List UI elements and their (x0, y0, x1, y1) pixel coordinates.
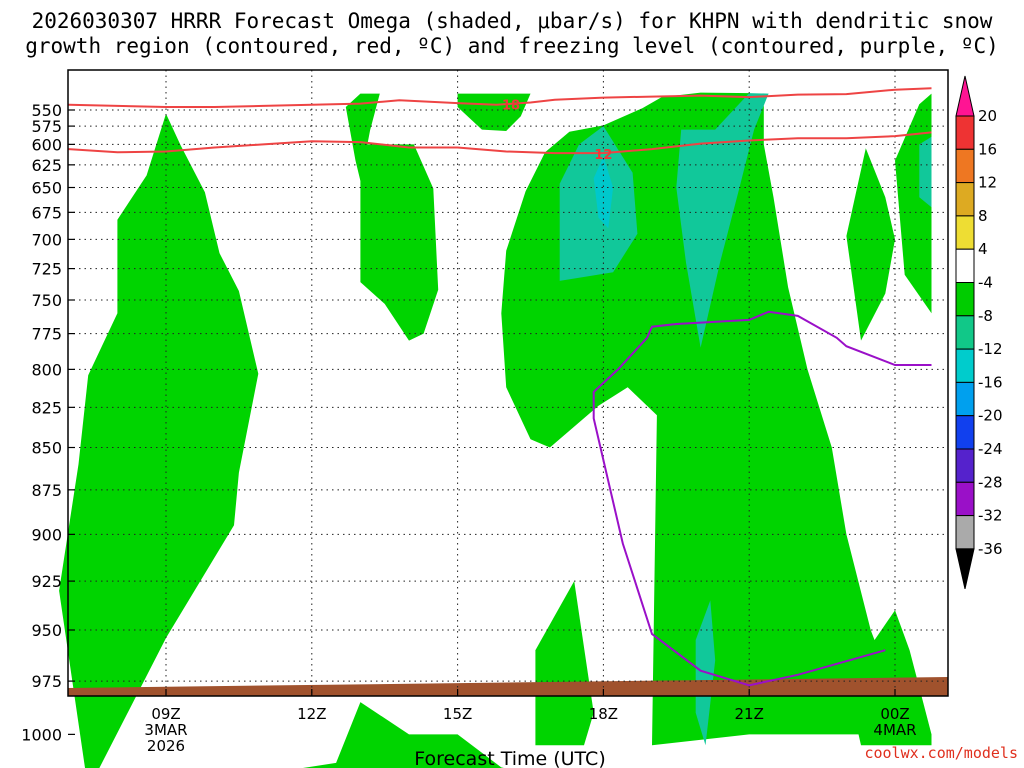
y-tick-label-825: 825 (31, 398, 62, 417)
x-tick-label-21-0: 21Z (735, 705, 764, 723)
x-tick-label-15-0: 15Z (443, 705, 472, 723)
colorbar-label-0: 20 (978, 107, 997, 125)
omega-region-weak-2 (345, 93, 380, 181)
colorbar-label-5: -4 (978, 274, 993, 292)
chart-title-line1: 2026030307 HRRR Forecast Omega (shaded, … (32, 9, 993, 33)
colorbar-segment-10 (955, 415, 975, 450)
y-tick-label-1000: 1000 (21, 725, 62, 744)
colorbar-bottom-arrow (955, 548, 975, 590)
omega-shading (59, 92, 932, 768)
colorbar-segment-5 (955, 248, 975, 283)
y-tick-label-550: 550 (31, 101, 62, 120)
omega-region-weak-1 (360, 144, 439, 341)
colorbar-segment-12 (955, 481, 975, 517)
colorbar-label-3: 8 (978, 207, 988, 225)
contour-label-0: 18 (502, 99, 520, 114)
y-tick-label-650: 650 (31, 179, 62, 198)
ground-terrain (68, 677, 948, 696)
colorbar-segment-3 (955, 182, 975, 217)
y-tick-label-775: 775 (31, 325, 62, 344)
y-tick-label-925: 925 (31, 572, 62, 591)
x-tick-label-9-0: 09Z (151, 705, 180, 723)
colorbar-segment-11 (955, 448, 975, 483)
x-tick-label-24-1: 4MAR (873, 721, 916, 739)
x-axis-label: Forecast Time (UTC) (414, 748, 605, 768)
colorbar-label-1: 16 (978, 140, 997, 158)
y-tick-label-950: 950 (31, 621, 62, 640)
y-tick-label-875: 875 (31, 481, 62, 500)
ground-layer (68, 677, 948, 696)
y-tick-label-975: 975 (31, 672, 62, 691)
colorbar-label-8: -16 (978, 373, 1003, 391)
y-tick-label-700: 700 (31, 230, 62, 249)
colorbar-label-9: -20 (978, 407, 1003, 425)
y-tick-label-600: 600 (31, 135, 62, 154)
y-tick-label-750: 750 (31, 291, 62, 310)
colorbar-label-7: -12 (978, 340, 1003, 358)
colorbar-segment-8 (955, 348, 975, 383)
plot-frame (67, 69, 949, 697)
y-tick-label-575: 575 (31, 117, 62, 136)
y-tick-label-850: 850 (31, 439, 62, 458)
y-tick-label-800: 800 (31, 360, 62, 379)
colorbar-label-4: 4 (978, 240, 988, 258)
colorbar-segment-1 (955, 115, 975, 150)
colorbar-segment-7 (955, 315, 975, 350)
grid-lines (68, 70, 948, 696)
omega-region-mod-13 (919, 136, 932, 208)
omega-region-weak-5 (846, 148, 895, 341)
colorbar: 20 16 12 8 4 -4 -8 -12 -16 -20 -24 -28 -32 -36 (955, 75, 1003, 590)
omega-region-weak-0 (59, 113, 259, 768)
contour-lines (68, 87, 932, 687)
chart-title-line2: growth region (contoured, red, ºC) and f… (25, 34, 999, 58)
colorbar-label-12: -32 (978, 507, 1003, 525)
x-tick-label-9-2: 2026 (147, 737, 185, 755)
omega-region-weak-8 (302, 702, 504, 768)
x-tick-label-24-0: 00Z (880, 705, 909, 723)
colorbar-segment-13 (955, 515, 975, 550)
omega-region-mod-11 (676, 93, 769, 348)
x-tick-label-18-0: 18Z (589, 705, 618, 723)
colorbar-segment-9 (955, 381, 975, 417)
y-tick-label-675: 675 (31, 203, 62, 222)
colorbar-label-13: -36 (978, 540, 1003, 558)
colorbar-label-2: 12 (978, 174, 997, 192)
colorbar-label-10: -24 (978, 440, 1003, 458)
y-tick-label-725: 725 (31, 260, 62, 279)
colorbar-segment-4 (955, 215, 975, 250)
colorbar-label-11: -28 (978, 473, 1003, 491)
colorbar-segment-2 (955, 148, 975, 184)
y-tick-label-625: 625 (31, 156, 62, 175)
dgz-line-upper (68, 87, 932, 108)
colorbar-segment-6 (955, 282, 975, 317)
colorbar-label-6: -8 (978, 307, 993, 325)
colorbar-top-arrow (955, 75, 975, 117)
dgz-line-lower (68, 131, 932, 155)
x-tick-label-9-1: 3MAR (144, 721, 187, 739)
x-tick-label-12-0: 12Z (297, 705, 326, 723)
credit-text: coolwx.com/models (864, 744, 1018, 762)
contour-label-1: 12 (594, 148, 612, 163)
y-tick-label-900: 900 (31, 525, 62, 544)
omega-region-weak-9 (535, 581, 594, 746)
freezing-level-line (592, 310, 932, 687)
